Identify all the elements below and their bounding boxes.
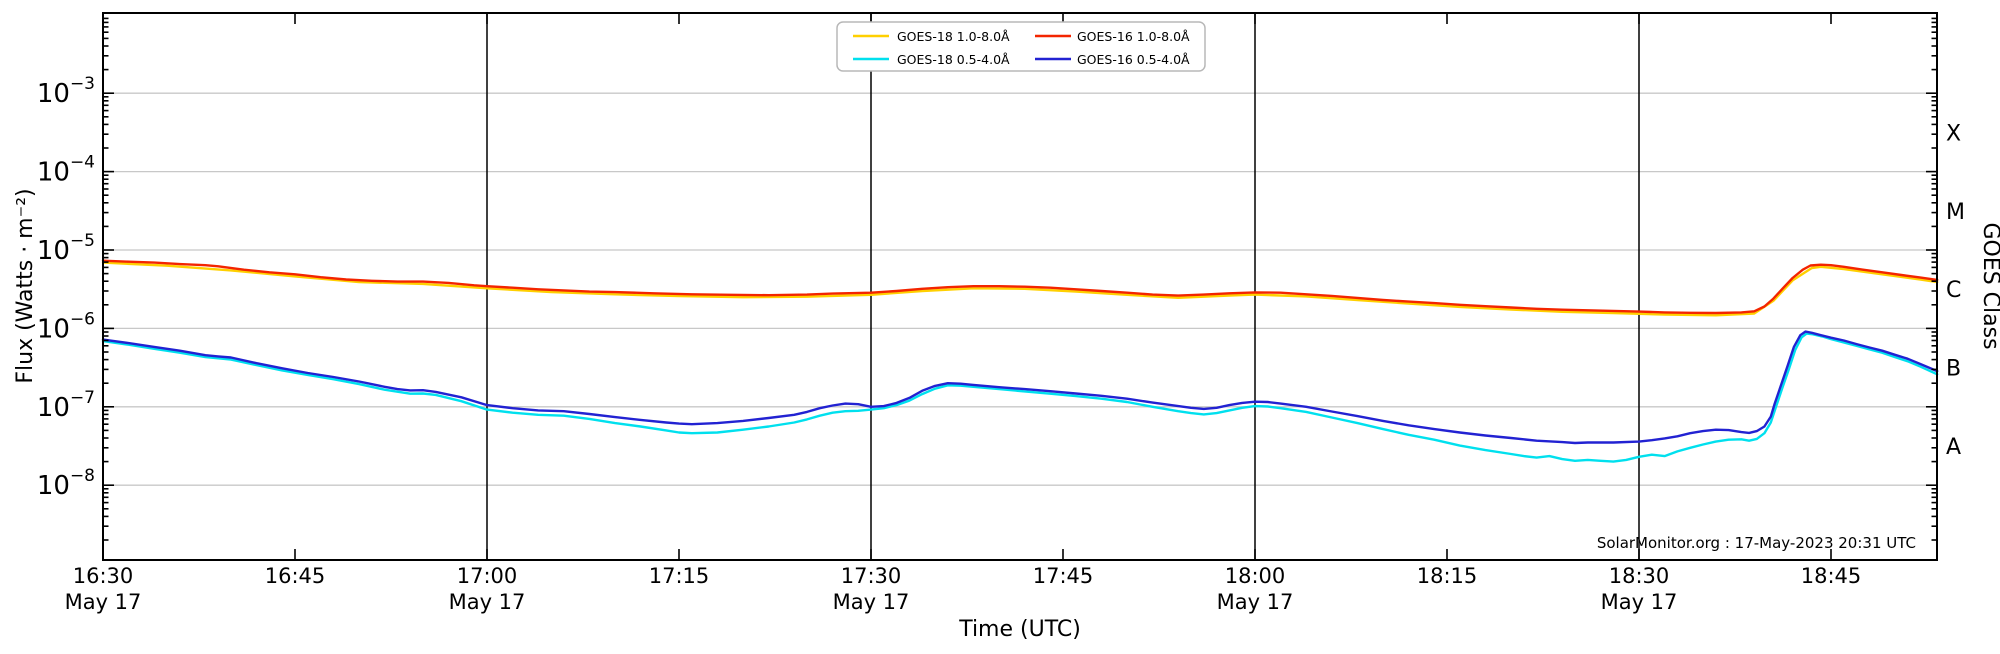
legend-label-goes18-short: GOES-18 0.5-4.0Å [897,52,1010,67]
goes-class-label-a: A [1946,435,1961,460]
x-tick-label: 18:30 [1609,564,1670,588]
x-tick-label: 17:00 [457,564,518,588]
goes-class-labels: X M C B A [1946,121,1965,460]
x-tick-label: 18:45 [1801,564,1862,588]
goes-class-label-c: C [1946,278,1961,303]
x-tick-label: 18:15 [1417,564,1478,588]
x-tick-date-label: May 17 [1601,590,1678,614]
x-tick-label: 16:30 [73,564,134,588]
x-tick-label: 18:00 [1225,564,1286,588]
series-line-2 [101,259,1939,315]
legend-label-goes18-long: GOES-18 1.0-8.0Å [897,29,1010,44]
x-tick-label: 17:30 [841,564,902,588]
y-axis-label-right: GOES Class [1978,222,2000,349]
legend-box [836,21,1206,72]
y-tick-labels: 10−3 10−4 10−5 10−6 10−7 10−8 [37,74,95,501]
legend-item-goes16-short: GOES-16 0.5-4.0Å [1035,52,1190,67]
legend-label-goes16-long: GOES-16 1.0-8.0Å [1077,29,1190,44]
x-tick-label: 17:15 [649,564,710,588]
y-tick-label: 10−8 [37,466,95,501]
series-line-1 [101,332,1939,463]
x-tick-date-label: May 17 [833,590,910,614]
series-line-0 [101,261,1939,317]
y-tick-label: 10−4 [37,153,95,188]
tick-marks [102,13,1937,560]
goes-class-label-b: B [1946,357,1961,382]
legend-item-goes16-long: GOES-16 1.0-8.0Å [1035,29,1190,44]
y-tick-label: 10−3 [37,74,95,109]
series-lines [101,259,1939,463]
y-tick-label: 10−6 [37,309,95,344]
x-tick-label: 16:45 [265,564,326,588]
gridlines [103,13,1937,560]
goes-class-label-m: M [1946,200,1965,225]
x-tick-label: 17:45 [1033,564,1094,588]
x-tick-date-label: May 17 [449,590,526,614]
source-timestamp-annotation: SolarMonitor.org : 17-May-2023 20:31 UTC [1597,534,1916,552]
x-axis-label: Time (UTC) [958,617,1081,642]
legend-item-goes18-long: GOES-18 1.0-8.0Å [853,29,1010,44]
legend-label-goes16-short: GOES-16 0.5-4.0Å [1077,52,1190,67]
plot-border [102,12,1938,561]
legend: GOES-18 1.0-8.0Å GOES-18 0.5-4.0Å GOES-1… [836,21,1206,72]
x-tick-date-label: May 17 [1217,590,1294,614]
x-tick-date-label: May 17 [65,590,142,614]
legend-item-goes18-short: GOES-18 0.5-4.0Å [853,52,1010,67]
y-tick-label: 10−5 [37,231,95,266]
goes-class-label-x: X [1946,121,1961,146]
y-axis-label-left: Flux (Watts · m⁻²) [13,188,38,383]
y-tick-label: 10−7 [37,388,95,423]
series-line-3 [101,330,1939,445]
